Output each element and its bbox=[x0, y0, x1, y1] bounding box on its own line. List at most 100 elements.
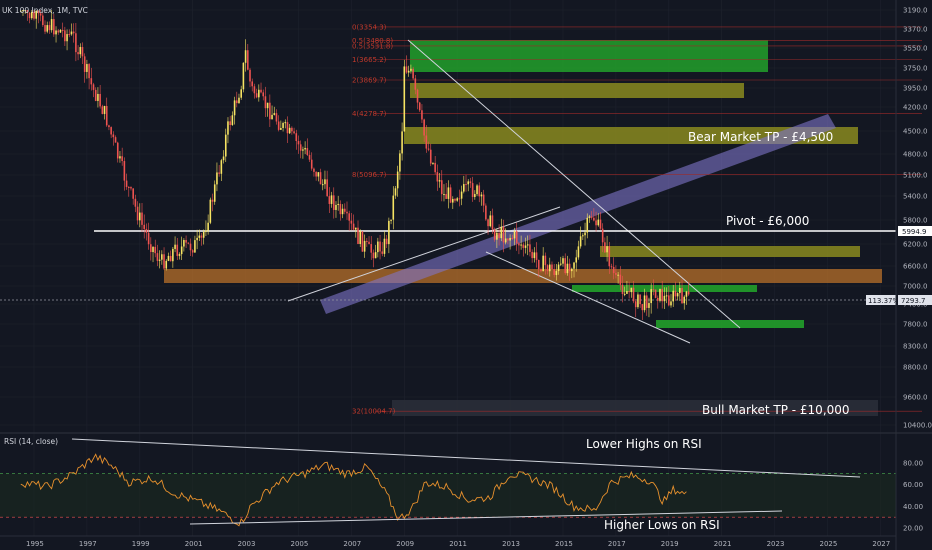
candle-body bbox=[540, 269, 542, 272]
candle-body bbox=[621, 284, 624, 295]
candle-body bbox=[79, 47, 82, 55]
zone-olive-bear-tp[interactable] bbox=[404, 127, 858, 144]
candle-body bbox=[454, 198, 456, 201]
candle-body bbox=[548, 264, 551, 272]
candle-body bbox=[196, 237, 198, 241]
zone-olive-1[interactable] bbox=[410, 83, 744, 98]
candle-body bbox=[559, 263, 562, 265]
candle-body bbox=[273, 113, 276, 115]
candle-body bbox=[218, 172, 220, 174]
candle-body bbox=[247, 50, 249, 70]
candle-body bbox=[522, 244, 525, 248]
candle-body bbox=[577, 246, 580, 258]
candle-body bbox=[114, 137, 117, 143]
rsi-tick-label: 60.00 bbox=[903, 481, 923, 489]
candle-body bbox=[271, 114, 273, 120]
candle-body bbox=[626, 291, 628, 294]
candle-body bbox=[379, 241, 381, 252]
price-tick-label: 8300.0 bbox=[903, 343, 928, 351]
candle-body bbox=[544, 255, 547, 266]
rsi-tick-label: 20.00 bbox=[903, 525, 923, 533]
candle-body bbox=[352, 223, 355, 230]
candle-body bbox=[297, 141, 300, 145]
zone-green-low[interactable] bbox=[656, 320, 804, 328]
rsi-trendline-higher-lows[interactable] bbox=[189, 510, 783, 525]
candle-body bbox=[681, 288, 683, 304]
candle-body bbox=[343, 208, 346, 212]
candle-body bbox=[350, 220, 353, 224]
zone-orange-support[interactable] bbox=[164, 269, 882, 283]
current-price-tag: 113.37% 7293.7 bbox=[866, 295, 932, 305]
candle-body bbox=[332, 195, 335, 210]
candle-body bbox=[341, 208, 344, 215]
candle-body bbox=[167, 255, 170, 261]
candle-body bbox=[83, 56, 86, 72]
candle-body bbox=[48, 25, 51, 31]
rsi-trendline-lower-highs[interactable] bbox=[71, 438, 861, 478]
candle-body bbox=[608, 246, 611, 267]
candle-body bbox=[656, 297, 659, 301]
candle-body bbox=[249, 69, 251, 82]
fib-label: 1(3665.2) bbox=[352, 56, 387, 64]
time-tick-label: 2019 bbox=[661, 540, 679, 548]
candle-body bbox=[634, 301, 637, 308]
candle-body bbox=[401, 131, 403, 154]
trendline-downtrend-upper[interactable] bbox=[407, 39, 741, 329]
candle-body bbox=[280, 127, 282, 130]
candle-body bbox=[588, 216, 591, 218]
candle-body bbox=[654, 289, 657, 298]
candle-body bbox=[72, 31, 75, 34]
candle-body bbox=[489, 215, 492, 227]
candle-body bbox=[348, 213, 350, 221]
candle-body bbox=[55, 30, 57, 35]
candle-body bbox=[156, 253, 159, 261]
candle-body bbox=[383, 238, 386, 254]
candle-body bbox=[425, 135, 428, 149]
candle-body bbox=[672, 290, 675, 302]
time-axis[interactable]: 1995 1997 1999 2001 2003 2005 2007 2009 2011 2013… bbox=[26, 540, 890, 548]
trendline-rising-lower[interactable] bbox=[287, 206, 561, 302]
candle-body bbox=[302, 149, 304, 151]
candle-body bbox=[370, 244, 373, 253]
candle-body bbox=[28, 12, 31, 19]
candle-body bbox=[304, 148, 306, 150]
candle-body bbox=[414, 78, 417, 90]
candle-body bbox=[26, 10, 29, 13]
candle-body bbox=[418, 102, 421, 111]
candle-body bbox=[213, 184, 216, 202]
candle-body bbox=[650, 289, 652, 304]
candle-body bbox=[275, 113, 278, 122]
zone-bull-tp[interactable] bbox=[392, 400, 878, 416]
time-tick-label: 2021 bbox=[714, 540, 732, 548]
time-tick-label: 2005 bbox=[291, 540, 309, 548]
candle-body bbox=[676, 293, 679, 297]
candle-body bbox=[474, 194, 476, 197]
trendline-wedge-lower[interactable] bbox=[485, 251, 691, 344]
candle-body bbox=[165, 260, 168, 269]
time-tick-label: 2009 bbox=[396, 540, 414, 548]
candle-body bbox=[169, 255, 172, 262]
candle-body bbox=[335, 204, 337, 210]
candle-body bbox=[463, 184, 465, 192]
candle-body bbox=[337, 203, 339, 205]
candle-body bbox=[443, 194, 445, 196]
candle-body bbox=[399, 153, 401, 172]
time-tick-label: 1999 bbox=[132, 540, 150, 548]
time-tick-label: 2027 bbox=[872, 540, 890, 548]
fib-label: 0(3354.3) bbox=[352, 23, 387, 31]
time-tick-label: 2015 bbox=[555, 540, 573, 548]
candle-body bbox=[685, 291, 688, 297]
candle-body bbox=[498, 232, 500, 239]
candle-body bbox=[81, 47, 84, 57]
candle-body bbox=[37, 10, 40, 14]
candle-body bbox=[185, 240, 187, 243]
candle-body bbox=[244, 50, 247, 63]
candle-body bbox=[178, 254, 181, 256]
candle-body bbox=[388, 220, 390, 245]
candle-body bbox=[403, 66, 406, 132]
rsi-lower-highs-label: Lower Highs on RSI bbox=[586, 437, 702, 451]
zone-olive-2[interactable] bbox=[600, 246, 860, 257]
price-axis[interactable]: 3190.0 3370.0 3550.0 3750.0 3950.0 4200.0 4500… bbox=[903, 7, 932, 430]
rising-channel[interactable] bbox=[320, 114, 836, 314]
zone-green-top[interactable] bbox=[410, 40, 768, 72]
